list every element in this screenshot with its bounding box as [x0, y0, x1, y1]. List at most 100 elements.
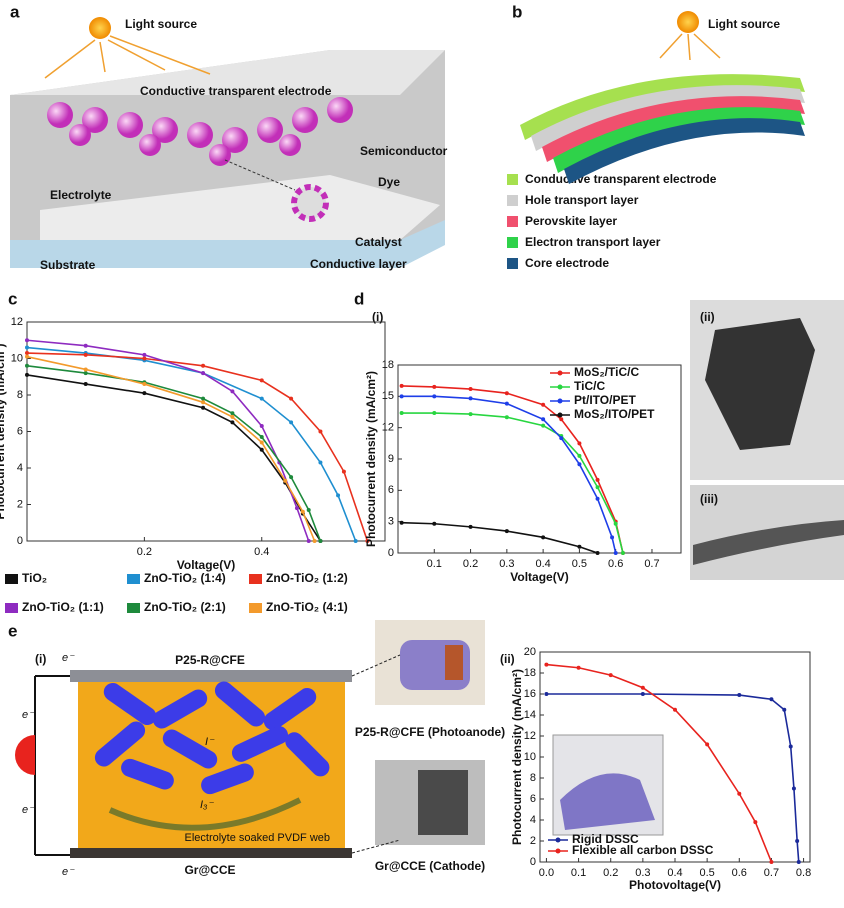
x-tick-label: 0.6	[732, 867, 747, 879]
label: Electrolyte	[50, 188, 112, 202]
y-tick-label: 10	[11, 352, 23, 364]
legend-label: ZnO-TiO₂ (1:2)	[266, 571, 348, 585]
x-tick-label: 0.1	[427, 558, 442, 570]
point	[336, 493, 340, 497]
point	[283, 479, 287, 483]
label: Semiconductor	[360, 144, 448, 158]
point	[25, 364, 29, 368]
y-tick-label: 20	[524, 646, 536, 658]
y-tick-label: 8	[17, 389, 23, 401]
light-rays	[660, 34, 720, 60]
label: e⁻	[22, 804, 35, 816]
point	[318, 539, 322, 543]
legend-label: ZnO-TiO₂ (4:1)	[266, 600, 348, 614]
label: Gr@CCE	[184, 863, 235, 877]
point	[641, 686, 645, 690]
legend-label: Electron transport layer	[525, 235, 661, 249]
point	[289, 397, 293, 401]
legend-label: ZnO-TiO₂ (2:1)	[144, 600, 226, 614]
panel-b: b Light source	[512, 2, 780, 60]
x-tick-label: 0.3	[635, 867, 650, 879]
point	[577, 545, 581, 549]
point	[544, 663, 548, 667]
figure: a Light source Conductive transparent el…	[0, 0, 844, 903]
point	[201, 397, 205, 401]
point	[621, 551, 625, 555]
label: e⁻	[62, 866, 75, 878]
point	[769, 860, 773, 864]
label: e⁻	[22, 709, 35, 721]
legend-swatch	[507, 174, 518, 185]
panel-label: a	[10, 2, 20, 21]
point	[505, 529, 509, 533]
legend-marker	[558, 413, 563, 418]
photo-film	[445, 645, 463, 680]
legend-swatch	[249, 574, 262, 584]
point	[541, 424, 545, 428]
point	[142, 357, 146, 361]
y-axis-label: Photocurrent density (mA/cm²)	[0, 343, 7, 519]
point	[596, 497, 600, 501]
label: Light source	[708, 17, 780, 31]
point	[609, 673, 613, 677]
point	[432, 522, 436, 526]
point	[596, 485, 600, 489]
y-tick-label: 12	[11, 316, 23, 328]
point	[614, 522, 618, 526]
x-tick-label: 0.2	[603, 867, 618, 879]
point	[469, 525, 473, 529]
y-tick-label: 8	[530, 772, 536, 784]
point	[230, 411, 234, 415]
x-tick-label: 0.5	[699, 867, 714, 879]
point	[201, 364, 205, 368]
label: Light source	[125, 17, 197, 31]
y-tick-label: 6	[530, 793, 536, 805]
panel-label: d	[354, 289, 364, 308]
legend-label: MoS₂/TiC/C	[574, 365, 639, 379]
x-tick-label: 0.0	[539, 867, 554, 879]
series-line	[27, 366, 320, 541]
series-line	[27, 357, 315, 541]
point	[432, 394, 436, 398]
sub-label: (i)	[35, 652, 46, 666]
point	[469, 412, 473, 416]
point	[201, 406, 205, 410]
y-tick-label: 9	[388, 453, 394, 465]
point	[400, 411, 404, 415]
point	[230, 389, 234, 393]
point	[432, 385, 436, 389]
point	[307, 539, 311, 543]
point	[753, 820, 757, 824]
legend-marker	[556, 849, 561, 854]
legend-marker	[558, 399, 563, 404]
point	[673, 708, 677, 712]
y-tick-label: 18	[382, 359, 394, 371]
sub-label: (iii)	[700, 492, 718, 506]
label: Dye	[378, 175, 400, 189]
point	[307, 508, 311, 512]
point	[289, 475, 293, 479]
photo-cathode	[418, 770, 468, 835]
point	[84, 353, 88, 357]
legend-label: Conductive transparent electrode	[525, 172, 717, 186]
legend-swatch	[507, 216, 518, 227]
y-tick-label: 0	[530, 856, 536, 868]
legend-swatch	[5, 574, 18, 584]
label: Catalyst	[355, 235, 402, 249]
y-tick-label: 18	[524, 667, 536, 679]
legend-label: Flexible all carbon DSSC	[572, 843, 714, 857]
point	[559, 436, 563, 440]
point	[318, 461, 322, 465]
series-line	[27, 353, 367, 541]
x-tick-label: 0.2	[137, 546, 152, 558]
label: P25-R@CFE (Photoanode)	[355, 725, 505, 739]
point	[505, 415, 509, 419]
legend-marker	[558, 371, 563, 376]
sub-label: (ii)	[700, 310, 715, 324]
legend-label: TiO₂	[22, 571, 47, 585]
point	[25, 351, 29, 355]
point	[142, 391, 146, 395]
point	[313, 539, 317, 543]
point	[614, 551, 618, 555]
x-tick-label: 0.4	[667, 867, 682, 879]
